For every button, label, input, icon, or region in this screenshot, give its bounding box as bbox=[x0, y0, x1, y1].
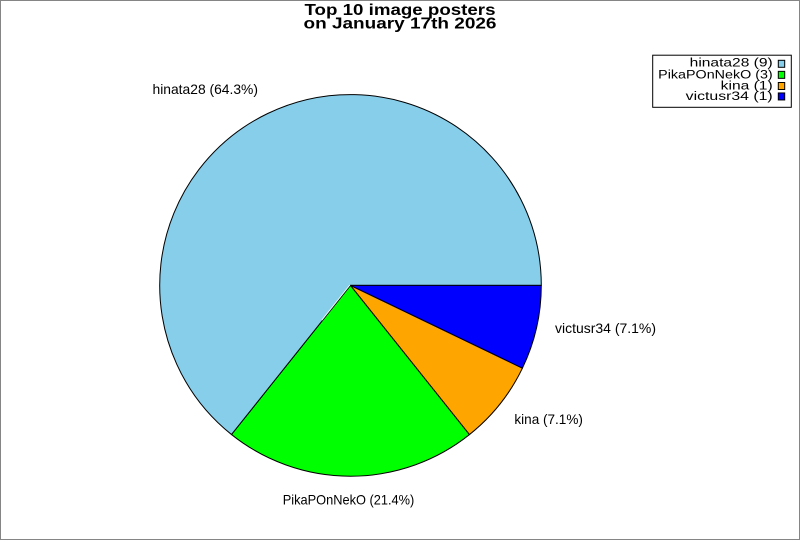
svg-text:PikaPOnNekO (3): PikaPOnNekO (3) bbox=[658, 68, 773, 82]
svg-text:kina (7.1%): kina (7.1%) bbox=[514, 412, 583, 427]
svg-text:victusr34 (1): victusr34 (1) bbox=[686, 89, 773, 103]
svg-text:PikaPOnNekO (21.4%): PikaPOnNekO (21.4%) bbox=[283, 493, 415, 508]
svg-text:on January 17th 2026: on January 17th 2026 bbox=[304, 16, 497, 33]
svg-text:victusr34 (7.1%): victusr34 (7.1%) bbox=[555, 321, 656, 336]
svg-text:kina (1): kina (1) bbox=[721, 79, 773, 93]
svg-text:Top 10 image posters: Top 10 image posters bbox=[305, 2, 496, 19]
svg-text:hinata28 (9): hinata28 (9) bbox=[690, 55, 773, 69]
svg-text:hinata28 (64.3%): hinata28 (64.3%) bbox=[153, 82, 259, 97]
